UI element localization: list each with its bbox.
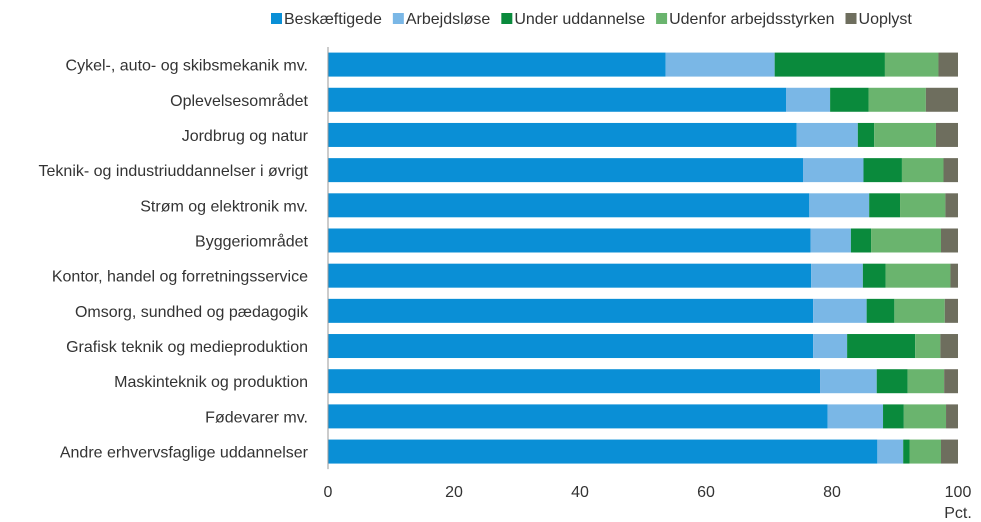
bar-udenfor-arbejdsstyrken-andre-erhvervsfaglige-uddannelser (909, 439, 941, 464)
bar-uoplyst-maskinteknik-og-produktion (944, 369, 958, 394)
category-label-jordbrug-og-natur: Jordbrug og natur (182, 128, 309, 145)
category-label-kontor-handel-og-forretningsservice: Kontor, handel og forretningsservice (52, 269, 308, 286)
bar-udenfor-arbejdsstyrken-jordbrug-og-natur (874, 122, 936, 147)
bar-under-uddannelse-cykel-auto-og-skibsmekanik-mv (774, 52, 885, 77)
bar-under-uddannelse-grafisk-teknik-og-medieproduktion (847, 334, 916, 359)
bar-under-uddannelse-oplevelsesomraadet (830, 87, 869, 112)
bar-under-uddannelse-foedevarer-mv (883, 404, 904, 429)
category-label-stroem-og-elektronik-mv: Strøm og elektronik mv. (140, 198, 308, 215)
bar-uoplyst-oplevelsesomraadet (925, 87, 958, 112)
legend: Beskæftigede Arbejdsløse Under uddannelse U… (271, 11, 912, 28)
legend-label-beskaeftigede: Beskæftigede (284, 11, 382, 28)
bar-arbejdsloese-kontor-handel-og-forretningsservice (811, 263, 863, 288)
legend-swatch-under-uddannelse (501, 13, 513, 24)
bar-beskaeftigede-stroem-og-elektronik-mv (328, 193, 810, 218)
legend-item-beskaeftigede: Beskæftigede (271, 11, 382, 28)
legend-label-udenfor-arbejdsstyrken: Udenfor arbejdsstyrken (669, 11, 834, 28)
bar-udenfor-arbejdsstyrken-cykel-auto-og-skibsmekanik-mv (884, 52, 939, 77)
legend-swatch-arbejdsloese (392, 13, 404, 24)
legend-label-uoplyst: Uoplyst (859, 11, 913, 28)
bar-uoplyst-teknik-og-industriuddannelser-i-oevrigt (943, 158, 958, 183)
category-label-grafisk-teknik-og-medieproduktion: Grafisk teknik og medieproduktion (66, 339, 308, 356)
x-tick-label-0: 0 (324, 484, 333, 501)
legend-label-under-uddannelse: Under uddannelse (514, 11, 645, 28)
legend-swatch-udenfor-arbejdsstyrken (656, 13, 668, 24)
bar-udenfor-arbejdsstyrken-oplevelsesomraadet (868, 87, 926, 112)
bar-udenfor-arbejdsstyrken-kontor-handel-og-forretningsservice (885, 263, 951, 288)
category-label-andre-erhvervsfaglige-uddannelser: Andre erhvervsfaglige uddannelser (60, 445, 309, 462)
category-label-oplevelsesomraadet: Oplevelsesområdet (170, 92, 308, 110)
bar-udenfor-arbejdsstyrken-byggeriomraadet (871, 228, 941, 253)
bar-under-uddannelse-maskinteknik-og-produktion (876, 369, 908, 394)
x-axis-ticks: 0 20 40 60 80 100 (324, 484, 972, 501)
bar-beskaeftigede-foedevarer-mv (328, 404, 828, 429)
bar-beskaeftigede-cykel-auto-og-skibsmekanik-mv (328, 52, 666, 77)
bar-beskaeftigede-oplevelsesomraadet (328, 87, 787, 112)
bar-uoplyst-cykel-auto-og-skibsmekanik-mv (938, 52, 958, 77)
bar-under-uddannelse-andre-erhvervsfaglige-uddannelser (903, 439, 910, 464)
bar-uoplyst-jordbrug-og-natur (935, 122, 958, 147)
x-tick-label-40: 40 (571, 484, 589, 501)
legend-item-uoplyst: Uoplyst (845, 11, 913, 28)
bar-beskaeftigede-omsorg-sundhed-og-paedagogik (328, 298, 814, 323)
category-label-foedevarer-mv: Fødevarer mv. (205, 409, 308, 426)
legend-item-under-uddannelse: Under uddannelse (501, 11, 645, 28)
bar-uoplyst-grafisk-teknik-og-medieproduktion (940, 334, 958, 359)
bar-under-uddannelse-byggeriomraadet (850, 228, 872, 253)
bar-arbejdsloese-teknik-og-industriuddannelser-i-oevrigt (803, 158, 864, 183)
x-tick-label-80: 80 (823, 484, 841, 501)
bar-udenfor-arbejdsstyrken-omsorg-sundhed-og-paedagogik (894, 298, 945, 323)
category-labels: Cykel-, auto- og skibsmekanik mv. Oplevel… (39, 58, 309, 462)
bar-udenfor-arbejdsstyrken-stroem-og-elektronik-mv (900, 193, 946, 218)
bar-arbejdsloese-stroem-og-elektronik-mv (809, 193, 870, 218)
bar-arbejdsloese-byggeriomraadet (810, 228, 851, 253)
bar-under-uddannelse-stroem-og-elektronik-mv (869, 193, 901, 218)
legend-label-arbejdsloese: Arbejdsløse (406, 11, 491, 28)
bar-under-uddannelse-jordbrug-og-natur (857, 122, 875, 147)
bar-uoplyst-andre-erhvervsfaglige-uddannelser (940, 439, 958, 464)
bar-beskaeftigede-teknik-og-industriuddannelser-i-oevrigt (328, 158, 804, 183)
x-tick-label-20: 20 (445, 484, 463, 501)
bar-arbejdsloese-andre-erhvervsfaglige-uddannelser (877, 439, 904, 464)
bar-arbejdsloese-foedevarer-mv (827, 404, 884, 429)
bar-beskaeftigede-kontor-handel-og-forretningsservice (328, 263, 812, 288)
bar-under-uddannelse-omsorg-sundhed-og-paedagogik (866, 298, 895, 323)
x-tick-label-60: 60 (697, 484, 715, 501)
bar-beskaeftigede-jordbrug-og-natur (328, 122, 797, 147)
legend-swatch-beskaeftigede (271, 13, 282, 24)
bar-arbejdsloese-jordbrug-og-natur (796, 122, 858, 147)
category-label-cykel-auto-og-skibsmekanik-mv: Cykel-, auto- og skibsmekanik mv. (66, 58, 308, 75)
bar-uoplyst-byggeriomraadet (940, 228, 958, 253)
bars (328, 52, 958, 464)
bar-uoplyst-foedevarer-mv (946, 404, 958, 429)
bar-beskaeftigede-andre-erhvervsfaglige-uddannelser (328, 439, 878, 464)
bar-udenfor-arbejdsstyrken-foedevarer-mv (903, 404, 947, 429)
bar-beskaeftigede-byggeriomraadet (328, 228, 811, 253)
category-label-omsorg-sundhed-og-paedagogik: Omsorg, sundhed og pædagogik (75, 304, 309, 321)
legend-item-udenfor-arbejdsstyrken: Udenfor arbejdsstyrken (656, 11, 835, 28)
bar-uoplyst-kontor-handel-og-forretningsservice (950, 263, 958, 288)
bar-uoplyst-omsorg-sundhed-og-paedagogik (944, 298, 958, 323)
x-axis-label: Pct. (944, 505, 972, 522)
bar-arbejdsloese-omsorg-sundhed-og-paedagogik (813, 298, 867, 323)
category-label-teknik-og-industriuddannelser-i-oevrigt: Teknik- og industriuddannelser i øvrigt (39, 163, 309, 180)
bar-under-uddannelse-kontor-handel-og-forretningsservice (862, 263, 886, 288)
bar-udenfor-arbejdsstyrken-teknik-og-industriuddannelser-i-oevrigt (901, 158, 944, 183)
bar-beskaeftigede-maskinteknik-og-produktion (328, 369, 821, 394)
bar-uoplyst-stroem-og-elektronik-mv (945, 193, 958, 218)
bar-beskaeftigede-grafisk-teknik-og-medieproduktion (328, 334, 814, 359)
category-label-byggeriomraadet: Byggeriområdet (195, 232, 309, 250)
x-tick-label-100: 100 (945, 484, 972, 501)
bar-udenfor-arbejdsstyrken-grafisk-teknik-og-medieproduktion (915, 334, 941, 359)
bar-arbejdsloese-cykel-auto-og-skibsmekanik-mv (665, 52, 775, 77)
bar-udenfor-arbejdsstyrken-maskinteknik-og-produktion (907, 369, 945, 394)
bar-under-uddannelse-teknik-og-industriuddannelser-i-oevrigt (863, 158, 902, 183)
legend-item-arbejdsloese: Arbejdsløse (392, 11, 491, 28)
category-label-maskinteknik-og-produktion: Maskinteknik og produktion (114, 374, 308, 391)
bar-arbejdsloese-maskinteknik-og-produktion (820, 369, 877, 394)
bar-arbejdsloese-grafisk-teknik-og-medieproduktion (813, 334, 848, 359)
legend-swatch-uoplyst (845, 13, 857, 24)
bar-arbejdsloese-oplevelsesomraadet (786, 87, 831, 112)
